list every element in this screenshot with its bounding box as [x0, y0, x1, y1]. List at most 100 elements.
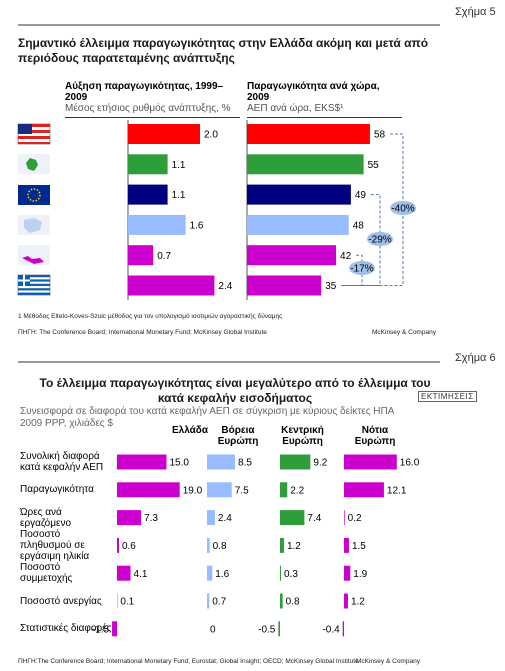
bar — [278, 621, 280, 637]
value-label: 12.1 — [387, 485, 407, 496]
annotation: -29% — [368, 235, 391, 246]
value-label: 0.7 — [212, 597, 226, 608]
bar — [117, 537, 119, 553]
flags — [17, 123, 51, 296]
bar — [344, 537, 349, 553]
annotation: -17% — [350, 264, 373, 275]
bar — [112, 621, 117, 637]
annotation-badge — [390, 201, 416, 215]
flag-map — [18, 215, 50, 235]
bar — [280, 454, 311, 470]
bar — [207, 565, 213, 581]
value-label: 7.5 — [235, 485, 249, 496]
row-label: Ποσοστό ανεργίας — [20, 595, 102, 607]
flag-us — [17, 123, 51, 145]
source: ΠΗΓΗ: The Conference Board; Internationa… — [18, 329, 267, 336]
panel-title: Παραγωγικότητα ανά χώρα, 2009 — [247, 81, 380, 103]
legend-label: Ελλάδα — [171, 425, 209, 436]
value-label: 58 — [374, 130, 386, 141]
value-label: 1.6 — [215, 569, 229, 580]
value-label: 48 — [353, 221, 365, 232]
value-label: 0.2 — [348, 513, 362, 524]
annotation-badge — [367, 232, 393, 246]
panel-header: Αύξηση παραγωγικότητας, 1999–2009 Μέσος … — [65, 78, 240, 118]
bar — [280, 593, 283, 609]
flag-map — [18, 245, 50, 265]
value-label: -0.4 — [322, 624, 340, 635]
legend-label: Κεντρική Ευρώπη — [281, 425, 324, 447]
panel-subtitle: Μέσος ετήσιος ρυθμός ανάπτυξης, % — [65, 103, 231, 114]
annotation-badge — [349, 261, 375, 275]
bar — [117, 510, 142, 526]
row-label: Συνολική διαφορά κατά κεφαλήν ΑΕΠ — [20, 451, 104, 473]
bar — [128, 245, 154, 266]
value-label: 1.6 — [190, 221, 204, 232]
brand: McKinsey & Company — [356, 658, 420, 665]
figure-label: Σχήμα 5 — [455, 6, 496, 18]
flag-gr — [17, 274, 51, 296]
bar — [247, 124, 370, 144]
value-label: 0.1 — [120, 597, 134, 608]
value-label: -0.5 — [258, 624, 276, 635]
value-label: 9.2 — [313, 458, 327, 469]
row-label: Ποσοστό πληθυσμού σε εργάσιμη ηλικία — [20, 528, 90, 562]
value-label: 2.0 — [204, 130, 218, 141]
bar — [247, 245, 337, 266]
bar — [344, 565, 351, 581]
footnote: 1 Μέθοδος Elteto-Koves-Szulc μέθοδος για… — [18, 313, 283, 320]
row-label: Ποσοστό συμμετοχής — [20, 562, 73, 585]
bar — [128, 184, 168, 205]
value-label: 8.5 — [238, 458, 252, 469]
row-label: Στατιστικές διαφορές — [20, 623, 112, 635]
value-label: 1.2 — [287, 541, 301, 552]
bar — [344, 593, 348, 609]
value-label: 55 — [368, 160, 380, 171]
value-label: 49 — [355, 190, 367, 201]
bar — [247, 275, 322, 296]
bar — [207, 482, 232, 498]
value-label: -1.5 — [92, 624, 110, 635]
bar — [344, 454, 397, 470]
bar — [342, 621, 344, 637]
bar — [247, 214, 349, 235]
value-label: 7.4 — [307, 513, 321, 524]
value-label: 0.3 — [284, 569, 298, 580]
chart-title: Το έλλειμμα παραγωγικότητας είναι μεγαλύ… — [39, 376, 431, 405]
bar — [280, 565, 281, 581]
bar — [247, 184, 351, 205]
chart-title: Σημαντικό έλλειμμα παραγωγικότητας στην … — [18, 36, 429, 65]
value-label: 35 — [325, 281, 337, 292]
value-label: 1.1 — [172, 190, 186, 201]
bar — [128, 124, 200, 144]
value-label: 1.9 — [353, 569, 367, 580]
panel-subtitle: ΑΕΠ ανά ώρα, EKS$¹ — [247, 103, 344, 114]
brand: McKinsey & Company — [372, 329, 436, 336]
value-label: 0.8 — [213, 541, 227, 552]
bar — [344, 510, 345, 526]
bar — [128, 214, 186, 235]
value-label: 0.7 — [157, 251, 171, 262]
value-label: 15.0 — [170, 458, 190, 469]
bar — [344, 482, 384, 498]
panel-title: Αύξηση παραγωγικότητας, 1999–2009 — [65, 81, 224, 103]
bar — [207, 454, 236, 470]
bar — [128, 154, 168, 175]
row-label: Ώρες ανά εργαζόμενο — [20, 506, 72, 529]
bar — [280, 537, 284, 553]
bar — [117, 565, 131, 581]
legend-label: Νότια Ευρώπη — [354, 425, 396, 447]
estimate-tag: ΕΚΤΙΜΗΣΕΙΣ — [418, 391, 477, 402]
figure-label: Σχήμα 6 — [455, 352, 496, 364]
value-label: 1.5 — [352, 541, 366, 552]
value-label: 2.2 — [290, 485, 304, 496]
value-label: 0.6 — [122, 541, 136, 552]
value-label: 0 — [210, 624, 216, 635]
subtitle-line: Συνεισφορά σε διαφορά του κατά κεφαλήν Α… — [20, 406, 395, 417]
value-label: 1.1 — [172, 160, 186, 171]
bar — [207, 593, 210, 609]
row-label: Παραγωγικότητα — [20, 484, 94, 496]
annotation: -40% — [391, 204, 414, 215]
source: ΠΗΓΗ:The Conference Board; International… — [18, 658, 359, 665]
